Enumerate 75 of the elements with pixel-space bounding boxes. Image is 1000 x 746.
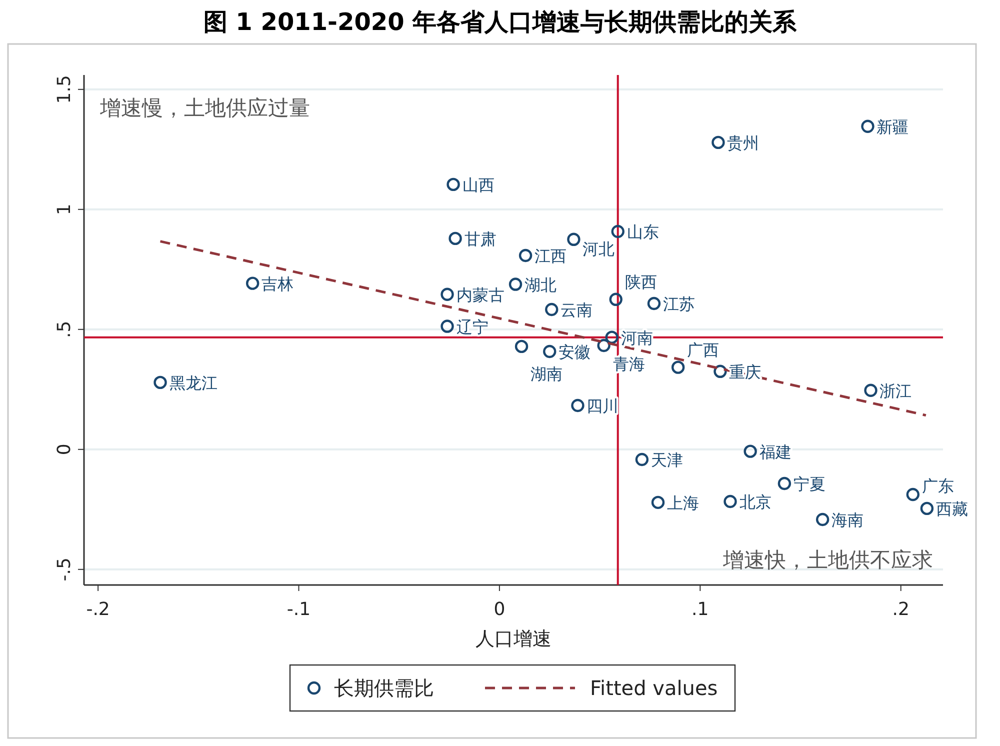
y-tick-label: 1 [54, 204, 75, 216]
annotation: 广西 [687, 340, 720, 360]
point [448, 232, 462, 246]
annotation: 北京 [739, 492, 772, 512]
annotation: 湖南 [530, 364, 563, 384]
x-tick-label: -.2 [86, 599, 110, 620]
y-tick-label: 1.5 [54, 75, 75, 104]
point [778, 476, 792, 490]
annotation: 甘肃 [464, 229, 496, 248]
point [611, 224, 624, 238]
y-tick-label: -.5 [54, 558, 75, 582]
x-tick-label: .2 [892, 599, 910, 620]
annotation: 山西 [462, 175, 494, 194]
x-tick-label: -.1 [286, 599, 311, 620]
point [440, 320, 454, 333]
point [440, 288, 454, 301]
point [571, 398, 584, 412]
point [609, 292, 622, 306]
point [647, 296, 661, 310]
point [246, 276, 260, 290]
point [671, 360, 685, 374]
annotation: 上海 [667, 493, 700, 512]
annotation: 吉林 [262, 274, 294, 294]
point [508, 278, 522, 291]
x-tick-label: 0 [494, 599, 506, 620]
annotation: 福建 [759, 442, 792, 462]
point [154, 376, 167, 390]
point [605, 330, 618, 344]
point [861, 120, 874, 133]
annotation: 贵州 [727, 133, 760, 152]
point [744, 444, 757, 458]
legend-label: 长期供需比 [334, 676, 434, 700]
point [597, 338, 610, 352]
annotation: 浙江 [880, 381, 912, 400]
y-tick-label: 0 [54, 444, 75, 456]
y-tick-label: .5 [54, 320, 75, 338]
annotation: 增速慢，土地供应过量 [99, 96, 310, 120]
point [906, 488, 920, 502]
point [714, 364, 727, 378]
point [514, 340, 528, 354]
point [543, 344, 556, 358]
point [518, 248, 532, 262]
point [635, 452, 649, 466]
annotation: 海南 [832, 510, 864, 530]
annotation: 陕西 [624, 272, 657, 292]
annotation: 四川 [586, 396, 619, 416]
annotation: 辽宁 [456, 317, 488, 336]
point [816, 512, 830, 526]
annotation: 云南 [560, 300, 593, 320]
point [567, 232, 580, 246]
annotation: 增速快，土地供不应求 [722, 548, 933, 572]
point [446, 178, 460, 192]
annotation: 江西 [534, 246, 567, 266]
point [920, 502, 934, 516]
point [651, 496, 665, 510]
annotation: 广东 [922, 476, 954, 496]
annotation: 黑龙江 [169, 373, 218, 392]
annotation: 宁夏 [793, 474, 826, 494]
annotation: 河北 [582, 239, 615, 258]
annotation: 山东 [626, 222, 659, 242]
annotation: 新疆 [876, 117, 909, 136]
x-tick-label: .1 [692, 599, 709, 620]
annotation: 天津 [650, 450, 683, 470]
point [545, 302, 558, 316]
annotation: 西藏 [936, 499, 968, 518]
annotation: 内蒙古 [456, 285, 504, 304]
point [712, 136, 725, 150]
point [724, 494, 737, 508]
legend-label: Fitted values [590, 676, 718, 700]
point [864, 384, 878, 397]
x-axis-title: 人口增速 [476, 628, 552, 650]
annotation: 江苏 [662, 294, 695, 314]
chart-title: 图 1 2011-2020 年各省人口增速与长期供需比的关系 [203, 8, 798, 36]
annotation: 安徽 [558, 342, 591, 362]
annotation: 湖北 [524, 275, 557, 294]
